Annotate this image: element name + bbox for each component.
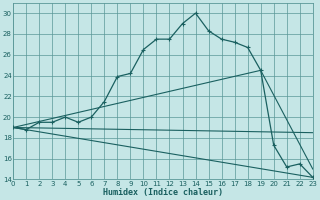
X-axis label: Humidex (Indice chaleur): Humidex (Indice chaleur) [103, 188, 223, 197]
